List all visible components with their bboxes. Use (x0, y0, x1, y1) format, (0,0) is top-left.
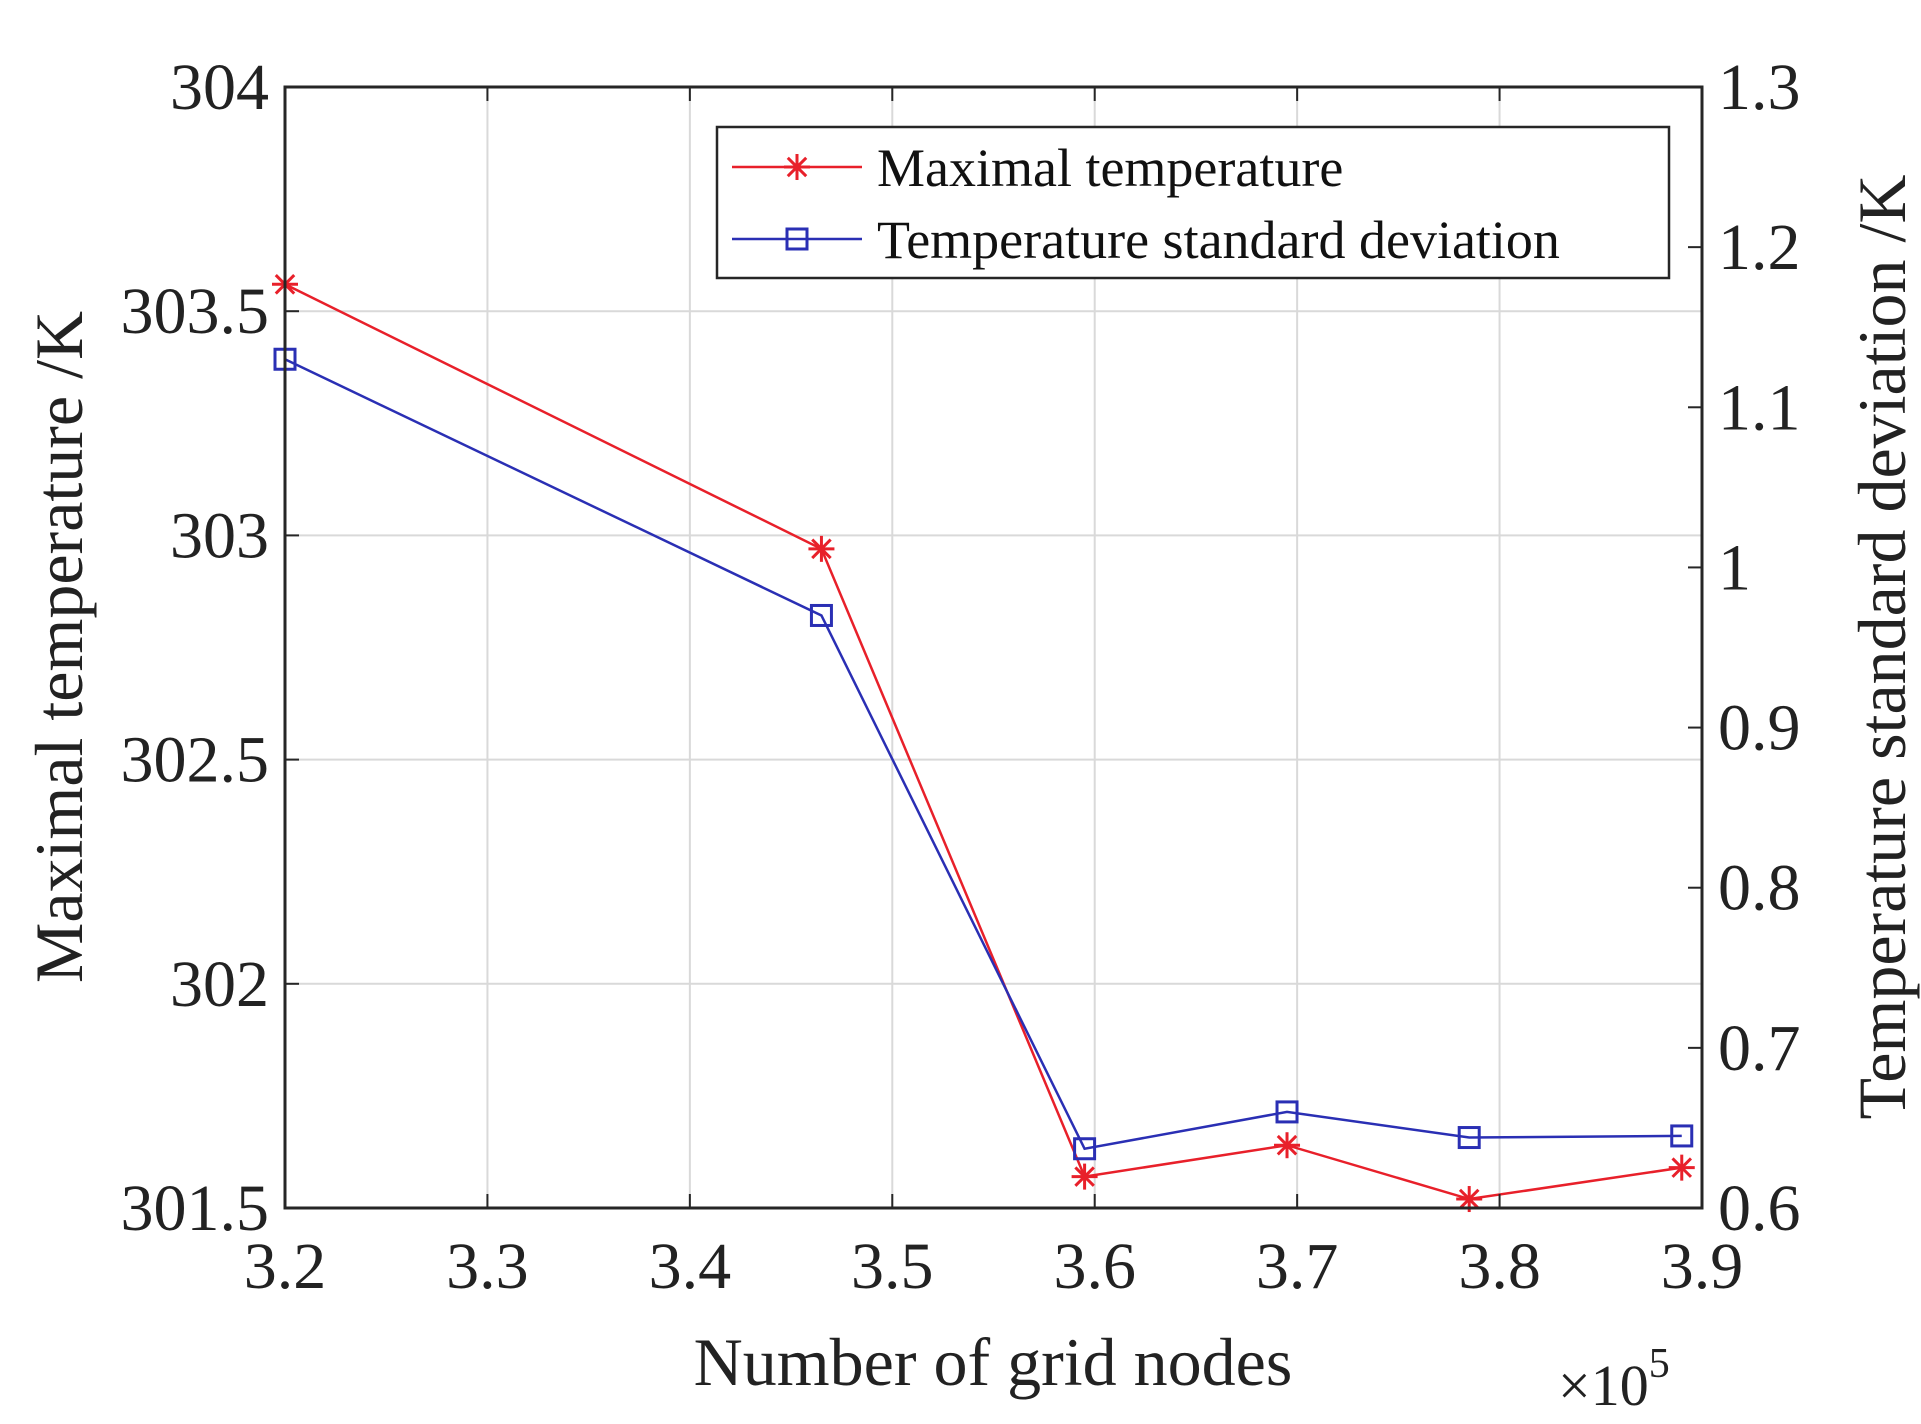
y-right-tick-label: 0.9 (1718, 692, 1801, 765)
data-point-max-temp (1274, 1132, 1301, 1159)
legend-square-glyph (785, 227, 809, 251)
y-right-tick-label: 1.2 (1718, 211, 1801, 284)
series-line-max-temp (284, 283, 1682, 1201)
data-point-std-dev (1457, 1126, 1481, 1150)
x-tick-label: 3.9 (1661, 1230, 1744, 1303)
x-tick-label: 3.5 (851, 1230, 934, 1303)
legend-label-std-dev: Temperature standard deviation (877, 210, 1560, 270)
legend: Maximal temperature Temperature standard… (715, 125, 1671, 280)
x-tick-label: 3.8 (1458, 1230, 1541, 1303)
x-tick-label: 3.6 (1053, 1230, 1136, 1303)
y-right-axis-title: Temperature standard deviation /K (1844, 175, 1920, 1120)
y-right-tick-label: 1.1 (1718, 371, 1801, 444)
x-tick-label: 3.2 (244, 1230, 327, 1303)
legend-box (715, 125, 1671, 280)
y-right-tick-label: 0.7 (1718, 1012, 1801, 1085)
y-left-tick-label: 301.5 (121, 1172, 270, 1245)
x-tick-label: 3.7 (1256, 1230, 1339, 1303)
x-multiplier-base: ×10 (1558, 1353, 1649, 1418)
x-multiplier-exponent: 5 (1649, 1341, 1670, 1387)
legend-label-max-temp: Maximal temperature (877, 138, 1343, 198)
y-right-tick-label: 1 (1718, 531, 1751, 604)
x-axis-multiplier: ×105 (1558, 1341, 1670, 1418)
data-point-std-dev (809, 603, 833, 627)
data-point-std-dev (1670, 1124, 1694, 1148)
data-point-std-dev (1073, 1137, 1097, 1161)
axis-labels: Number of grid nodes ×105 Maximal temper… (21, 175, 1920, 1419)
legend-asterisk-glyph (784, 154, 810, 180)
data-point-max-temp (1668, 1154, 1695, 1181)
plot-series (272, 271, 1695, 1213)
y-left-tick-label: 302.5 (121, 724, 270, 797)
y-left-tick-label: 302 (170, 948, 269, 1021)
y-left-tick-label: 303.5 (121, 275, 270, 348)
x-tick-label: 3.3 (446, 1230, 529, 1303)
axis-ticks: 3.2 3.3 3.4 3.5 3.6 3.7 3.8 3.9 301.5 302 302.5 303… (121, 51, 1801, 1303)
x-tick-label: 3.4 (649, 1230, 732, 1303)
data-point-max-temp (808, 535, 835, 562)
legend-square-marker (785, 227, 809, 251)
series-line-std-dev (284, 358, 1682, 1151)
legend-asterisk-marker (784, 154, 810, 180)
y-right-tick-label: 0.6 (1718, 1172, 1801, 1245)
plot-frame (283, 85, 1704, 1210)
data-point-std-dev (1275, 1100, 1299, 1124)
y-right-tick-label: 0.8 (1718, 852, 1801, 925)
y-left-tick-label: 303 (170, 499, 269, 572)
x-axis-title: Number of grid nodes (694, 1324, 1293, 1400)
y-left-tick-label: 304 (170, 51, 269, 124)
y-left-axis-title: Maximal temperature /K (21, 311, 97, 983)
data-point-max-temp (1071, 1163, 1098, 1190)
y-right-tick-label: 1.3 (1718, 51, 1801, 124)
